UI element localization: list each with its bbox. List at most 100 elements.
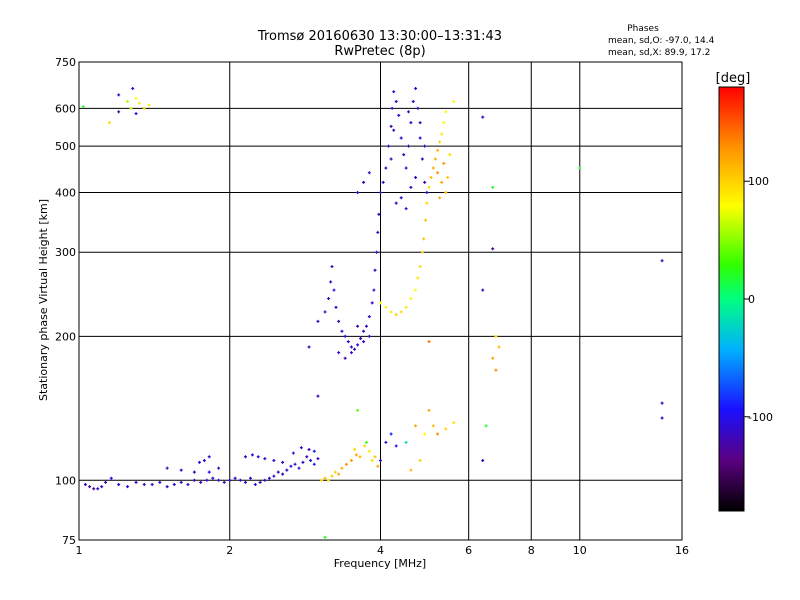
data-point bbox=[414, 175, 418, 179]
x-tick-label: 4 bbox=[377, 544, 384, 557]
data-point bbox=[107, 121, 111, 125]
data-point bbox=[448, 153, 452, 157]
data-point bbox=[389, 432, 393, 436]
data-point bbox=[356, 324, 360, 328]
data-point bbox=[387, 144, 391, 148]
data-point bbox=[165, 485, 169, 489]
data-point bbox=[423, 144, 427, 148]
data-point bbox=[389, 157, 393, 161]
data-point bbox=[346, 340, 350, 344]
data-point bbox=[394, 313, 398, 317]
data-point bbox=[307, 345, 311, 349]
data-point bbox=[373, 455, 377, 459]
data-point bbox=[263, 478, 267, 482]
data-point bbox=[233, 476, 237, 480]
data-point bbox=[312, 462, 316, 466]
data-point bbox=[343, 334, 347, 338]
data-point bbox=[429, 175, 433, 179]
y-tick-label: 200 bbox=[55, 330, 76, 343]
data-point bbox=[329, 280, 333, 284]
chart-title: Tromsø 20160630 13:30:00–13:31:43 bbox=[257, 29, 502, 44]
data-point bbox=[363, 444, 367, 448]
data-point bbox=[327, 478, 331, 482]
data-point bbox=[364, 440, 368, 444]
data-point bbox=[305, 455, 309, 459]
plot-frame bbox=[78, 61, 683, 541]
data-point bbox=[440, 132, 444, 136]
data-point bbox=[337, 351, 341, 355]
data-point bbox=[392, 90, 396, 94]
data-point bbox=[491, 247, 495, 251]
data-point bbox=[131, 87, 135, 91]
data-point bbox=[250, 453, 254, 457]
data-point bbox=[481, 458, 485, 462]
data-point bbox=[356, 190, 360, 194]
data-point bbox=[134, 112, 138, 116]
data-point bbox=[414, 87, 418, 91]
data-point bbox=[397, 113, 401, 117]
y-tick-label: 300 bbox=[55, 246, 76, 259]
data-point bbox=[354, 453, 358, 457]
data-point bbox=[436, 171, 440, 175]
data-point bbox=[399, 136, 403, 140]
data-point bbox=[205, 478, 209, 482]
data-point bbox=[379, 301, 382, 305]
data-point bbox=[81, 105, 85, 109]
data-point bbox=[323, 535, 327, 539]
data-point bbox=[217, 478, 221, 482]
data-point bbox=[172, 482, 176, 486]
data-point bbox=[381, 180, 385, 184]
data-point bbox=[356, 408, 360, 412]
data-point bbox=[179, 468, 183, 472]
data-point bbox=[272, 474, 276, 478]
data-point bbox=[494, 368, 498, 372]
data-point bbox=[407, 144, 411, 148]
y-tick-label: 100 bbox=[55, 474, 76, 487]
data-point bbox=[281, 472, 285, 476]
data-point bbox=[349, 345, 353, 349]
data-point bbox=[418, 121, 422, 125]
grid bbox=[79, 62, 682, 540]
colorbar-tick-label: 0 bbox=[748, 293, 755, 306]
data-point bbox=[390, 106, 394, 110]
data-point bbox=[192, 478, 196, 482]
data-point bbox=[202, 458, 206, 462]
data-point bbox=[372, 288, 376, 292]
data-point bbox=[416, 106, 420, 110]
data-point bbox=[404, 440, 408, 444]
data-point bbox=[373, 268, 377, 272]
data-point bbox=[186, 482, 190, 486]
y-tick-label: 500 bbox=[55, 140, 76, 153]
data-point bbox=[243, 455, 247, 459]
data-point bbox=[438, 196, 442, 200]
data-point bbox=[316, 394, 320, 398]
data-point bbox=[444, 110, 448, 114]
data-point bbox=[491, 356, 495, 360]
data-point bbox=[353, 447, 357, 451]
data-point bbox=[491, 185, 495, 189]
y-tick-label: 750 bbox=[55, 56, 76, 69]
data-point bbox=[238, 478, 242, 482]
data-point bbox=[367, 449, 371, 453]
data-point bbox=[394, 201, 398, 205]
data-point bbox=[359, 336, 363, 340]
x-tick-label: 10 bbox=[573, 544, 587, 557]
data-point bbox=[340, 329, 344, 333]
data-point bbox=[384, 440, 388, 444]
data-point bbox=[422, 237, 426, 241]
data-point bbox=[404, 207, 408, 211]
data-point bbox=[307, 447, 311, 451]
data-point bbox=[425, 190, 429, 194]
data-point bbox=[394, 444, 398, 448]
data-point bbox=[481, 288, 485, 292]
data-point bbox=[289, 464, 293, 468]
data-point bbox=[337, 472, 341, 476]
y-tick-label: 600 bbox=[55, 102, 76, 115]
data-point bbox=[389, 124, 393, 128]
data-point bbox=[433, 157, 437, 161]
data-point bbox=[291, 451, 295, 455]
data-point bbox=[340, 466, 344, 470]
y-axis-label: Stationary phase Virtual Height [km] bbox=[37, 199, 50, 401]
info-line1: mean, sd,O: -97.0, 14.4 bbox=[608, 36, 715, 46]
